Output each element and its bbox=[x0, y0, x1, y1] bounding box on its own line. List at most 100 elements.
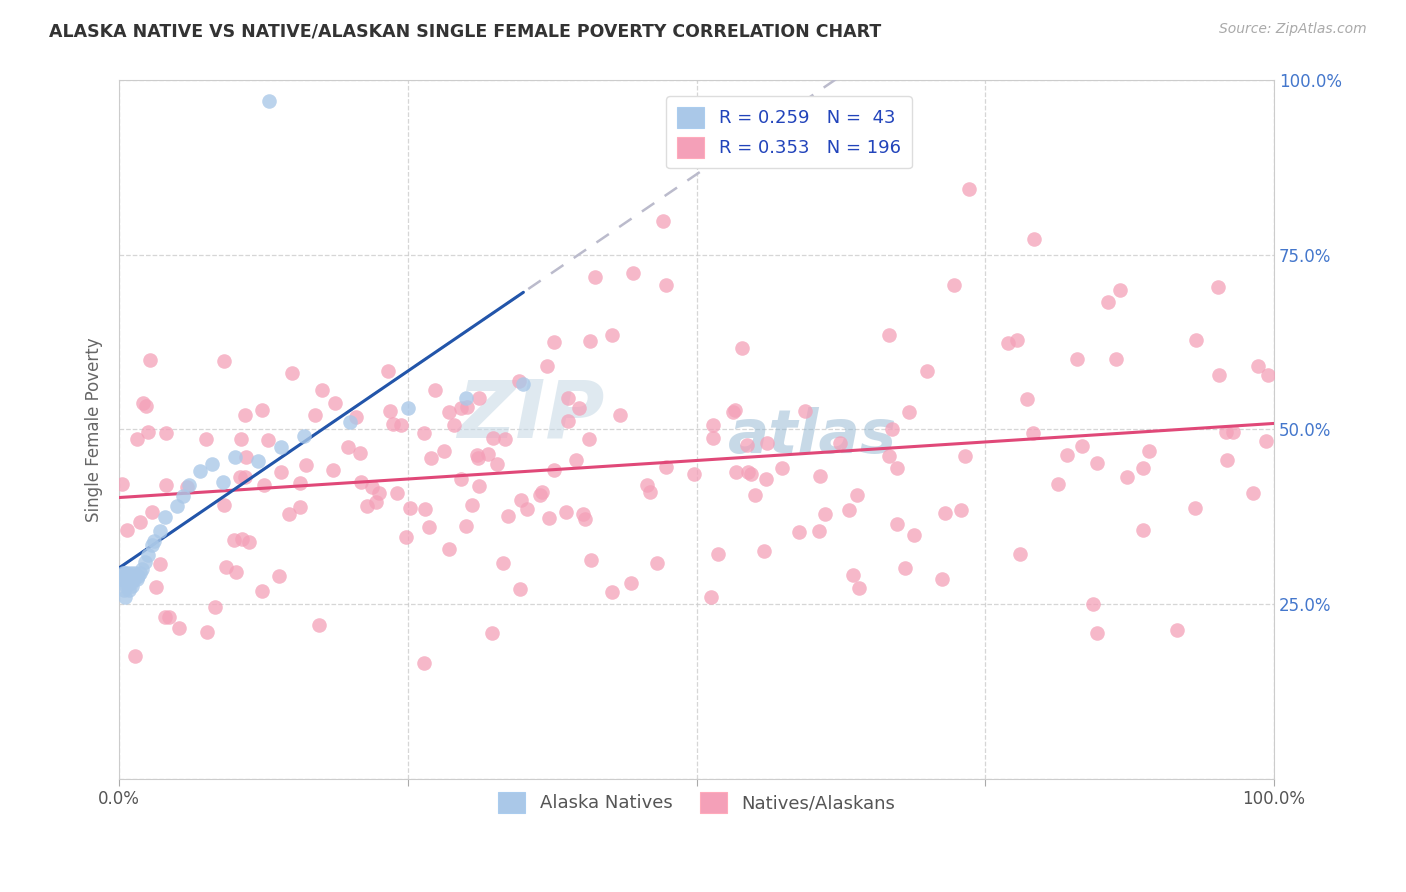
Point bbox=[443, 417, 465, 432]
Point bbox=[121, 579, 143, 593]
Point bbox=[574, 512, 596, 526]
Point bbox=[530, 484, 553, 499]
Point bbox=[1222, 425, 1244, 439]
Point bbox=[142, 534, 165, 549]
Point bbox=[252, 402, 274, 417]
Point bbox=[350, 475, 373, 489]
Point bbox=[770, 460, 793, 475]
Point bbox=[454, 391, 477, 405]
Point bbox=[636, 478, 658, 492]
Point bbox=[337, 440, 360, 454]
Point bbox=[344, 410, 367, 425]
Point bbox=[1097, 295, 1119, 310]
Point bbox=[1132, 461, 1154, 475]
Point bbox=[120, 576, 142, 591]
Point bbox=[110, 476, 132, 491]
Point bbox=[706, 547, 728, 561]
Point bbox=[201, 457, 224, 471]
Point bbox=[323, 396, 346, 410]
Point bbox=[259, 94, 281, 108]
Point bbox=[290, 475, 312, 490]
Point bbox=[339, 415, 361, 429]
Point bbox=[731, 341, 754, 355]
Point bbox=[494, 432, 516, 446]
Point bbox=[1085, 626, 1108, 640]
Point bbox=[437, 542, 460, 557]
Point bbox=[308, 617, 330, 632]
Point bbox=[725, 465, 748, 479]
Point bbox=[571, 508, 593, 522]
Point bbox=[702, 431, 724, 445]
Text: ZIP: ZIP bbox=[457, 376, 605, 454]
Point bbox=[793, 404, 815, 418]
Point bbox=[399, 501, 422, 516]
Point bbox=[1208, 368, 1230, 383]
Point bbox=[1256, 434, 1278, 448]
Point bbox=[830, 435, 852, 450]
Point bbox=[419, 450, 441, 465]
Point bbox=[903, 528, 925, 542]
Point bbox=[808, 469, 831, 483]
Point bbox=[557, 391, 579, 405]
Point bbox=[1022, 425, 1045, 440]
Point bbox=[700, 590, 723, 604]
Point bbox=[141, 505, 163, 519]
Point bbox=[508, 374, 530, 388]
Point bbox=[465, 448, 488, 462]
Point bbox=[114, 590, 136, 604]
Point bbox=[477, 447, 499, 461]
Point bbox=[1132, 523, 1154, 537]
Point bbox=[492, 556, 515, 570]
Point bbox=[886, 516, 908, 531]
Point bbox=[638, 485, 661, 500]
Point bbox=[225, 565, 247, 579]
Point bbox=[609, 408, 631, 422]
Point bbox=[413, 656, 436, 670]
Point bbox=[413, 502, 436, 516]
Text: Source: ZipAtlas.com: Source: ZipAtlas.com bbox=[1219, 22, 1367, 37]
Point bbox=[233, 470, 256, 484]
Point bbox=[564, 453, 586, 467]
Point bbox=[235, 450, 257, 465]
Point bbox=[481, 626, 503, 640]
Point bbox=[536, 359, 558, 373]
Point bbox=[215, 560, 238, 574]
Point bbox=[600, 584, 623, 599]
Point bbox=[292, 429, 315, 443]
Point bbox=[842, 567, 865, 582]
Point bbox=[112, 582, 135, 597]
Point bbox=[454, 519, 477, 533]
Point bbox=[131, 562, 153, 576]
Point bbox=[311, 384, 333, 398]
Point bbox=[381, 417, 404, 432]
Text: ALASKA NATIVE VS NATIVE/ALASKAN SINGLE FEMALE POVERTY CORRELATION CHART: ALASKA NATIVE VS NATIVE/ALASKAN SINGLE F… bbox=[49, 22, 882, 40]
Point bbox=[277, 507, 299, 521]
Point bbox=[456, 401, 478, 415]
Point bbox=[233, 408, 256, 422]
Point bbox=[537, 510, 560, 524]
Point bbox=[886, 460, 908, 475]
Point bbox=[125, 432, 148, 446]
Point bbox=[214, 498, 236, 512]
Point bbox=[898, 404, 921, 418]
Point bbox=[270, 440, 292, 454]
Point bbox=[195, 432, 218, 446]
Text: atlas: atlas bbox=[727, 407, 897, 466]
Point bbox=[204, 600, 226, 615]
Point bbox=[555, 505, 578, 519]
Point bbox=[1056, 448, 1078, 462]
Point bbox=[737, 438, 759, 452]
Point bbox=[957, 182, 980, 196]
Point bbox=[683, 467, 706, 481]
Point bbox=[744, 488, 766, 502]
Point bbox=[167, 621, 190, 635]
Point bbox=[953, 450, 976, 464]
Point bbox=[377, 364, 399, 378]
Point bbox=[364, 495, 387, 509]
Point bbox=[166, 499, 188, 513]
Legend: Alaska Natives, Natives/Alaskans: Alaska Natives, Natives/Alaskans bbox=[491, 785, 903, 820]
Point bbox=[177, 478, 200, 492]
Point bbox=[512, 376, 534, 391]
Point bbox=[139, 353, 162, 368]
Point bbox=[655, 277, 678, 292]
